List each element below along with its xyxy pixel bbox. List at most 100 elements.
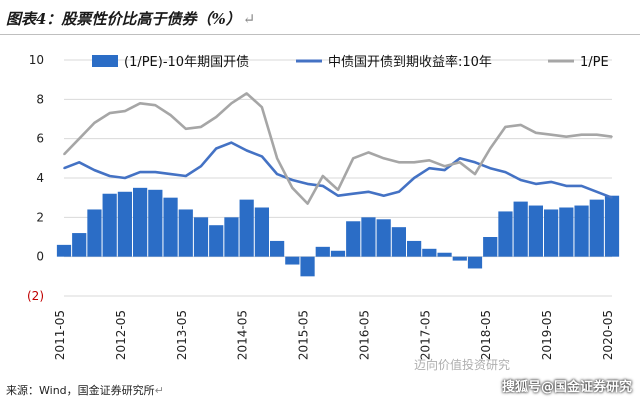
x-tick-label: 2019-05: [540, 310, 554, 360]
x-tick-label: 2016-05: [357, 310, 371, 360]
x-tick-label: 2020-05: [601, 310, 615, 360]
pe-inverse-line: [63, 92, 613, 205]
line-point: [139, 102, 141, 105]
x-tick-label: 2018-05: [479, 310, 493, 360]
line-point: [291, 187, 294, 189]
line-point: [398, 161, 400, 164]
bar-mark: [513, 201, 528, 257]
line-point: [169, 173, 172, 175]
line-point: [489, 147, 492, 150]
y-tick-label: 6: [36, 132, 44, 146]
bar-mark: [117, 191, 132, 257]
line-point: [63, 167, 65, 169]
line-point: [337, 194, 339, 197]
line-point: [230, 141, 233, 144]
line-point: [78, 137, 81, 140]
line-point: [245, 92, 248, 95]
line-point: [550, 133, 552, 136]
line-point: [443, 165, 446, 167]
x-tick-label: 2014-05: [236, 310, 250, 360]
line-point: [565, 185, 568, 187]
line-point: [337, 189, 339, 191]
title-return-mark: ↵: [242, 10, 256, 28]
bar-mark: [376, 219, 391, 257]
bar-mark: [270, 240, 285, 257]
bar-mark: [559, 207, 574, 257]
line-point: [382, 194, 385, 197]
bar-mark: [604, 195, 620, 257]
line-point: [215, 116, 218, 118]
line-point: [428, 167, 431, 169]
grid-lines: [64, 59, 612, 297]
line-point: [321, 175, 324, 177]
line-point: [474, 173, 476, 175]
x-tick-label: 2011-05: [53, 310, 67, 360]
line-point: [291, 179, 294, 181]
line-point: [124, 110, 126, 112]
line-point: [93, 122, 96, 124]
line-point: [474, 161, 476, 164]
bar-mark: [178, 209, 193, 257]
line-point: [184, 128, 187, 130]
bar-mark: [148, 189, 163, 257]
line-point: [276, 173, 278, 175]
line-point: [154, 171, 157, 173]
line-point: [489, 167, 492, 169]
line-point: [458, 157, 461, 160]
bar-mark: [224, 217, 239, 257]
bar-mark: [589, 199, 604, 257]
y-tick-label: 8: [36, 92, 44, 106]
line-point: [550, 181, 552, 183]
line-point: [398, 190, 400, 193]
bar-mark: [315, 246, 330, 257]
bar-mark: [467, 256, 483, 269]
line-point: [519, 124, 522, 126]
bar-mark: [361, 217, 376, 257]
line-point: [535, 131, 537, 134]
x-tick-label: 2017-05: [418, 310, 432, 360]
bar-mark: [163, 197, 178, 257]
y-axis-ticks: (2) 0 2 4 6 8 10: [27, 53, 44, 303]
line-point: [230, 102, 233, 105]
bar-mark: [544, 209, 559, 257]
bar-mark: [133, 187, 148, 257]
line-point: [154, 104, 157, 107]
line-point: [352, 192, 355, 195]
line-point: [413, 161, 415, 164]
line-point: [443, 169, 446, 171]
line-point: [261, 106, 263, 108]
line-point: [504, 171, 507, 173]
line-point: [215, 147, 218, 150]
chart-title-text: 图表4：股票性价比高于债券（%）: [6, 10, 241, 28]
line-point: [611, 135, 613, 138]
legend-label: 中债国开债到期收益率:10年: [328, 54, 492, 70]
line-point: [580, 133, 583, 136]
legend-label: 1/PE: [580, 55, 609, 70]
watermark: 搜狐号@国金证券研究: [501, 380, 632, 395]
line-point: [352, 157, 355, 160]
line-point: [367, 190, 370, 193]
y-tick-label: (2): [27, 289, 44, 303]
line-point: [595, 190, 598, 193]
line-point: [108, 175, 111, 177]
legend-label: (1/PE)-10年期国开债: [124, 55, 249, 70]
y-tick-label: 2: [36, 210, 44, 224]
line-series: [63, 92, 613, 205]
line-point: [139, 171, 141, 173]
bar-mark: [254, 207, 269, 257]
bar-mark: [346, 221, 361, 257]
bar-mark: [72, 233, 87, 257]
source-text: 来源：Wind，国金证券研究所: [6, 384, 155, 397]
bar-mark: [391, 227, 406, 257]
x-tick-label: 2012-05: [114, 310, 128, 360]
x-tick-label: 2015-05: [297, 310, 311, 360]
legend-bar-swatch: [92, 55, 118, 67]
chart-title: 图表4：股票性价比高于债券（%） ↵: [6, 8, 255, 29]
line-point: [200, 126, 202, 128]
bar-mark: [239, 199, 254, 257]
line-point: [306, 183, 309, 185]
line-point: [245, 149, 248, 152]
bar-mark: [193, 217, 209, 257]
bar-mark: [483, 237, 498, 257]
bar-mark: [437, 252, 452, 257]
